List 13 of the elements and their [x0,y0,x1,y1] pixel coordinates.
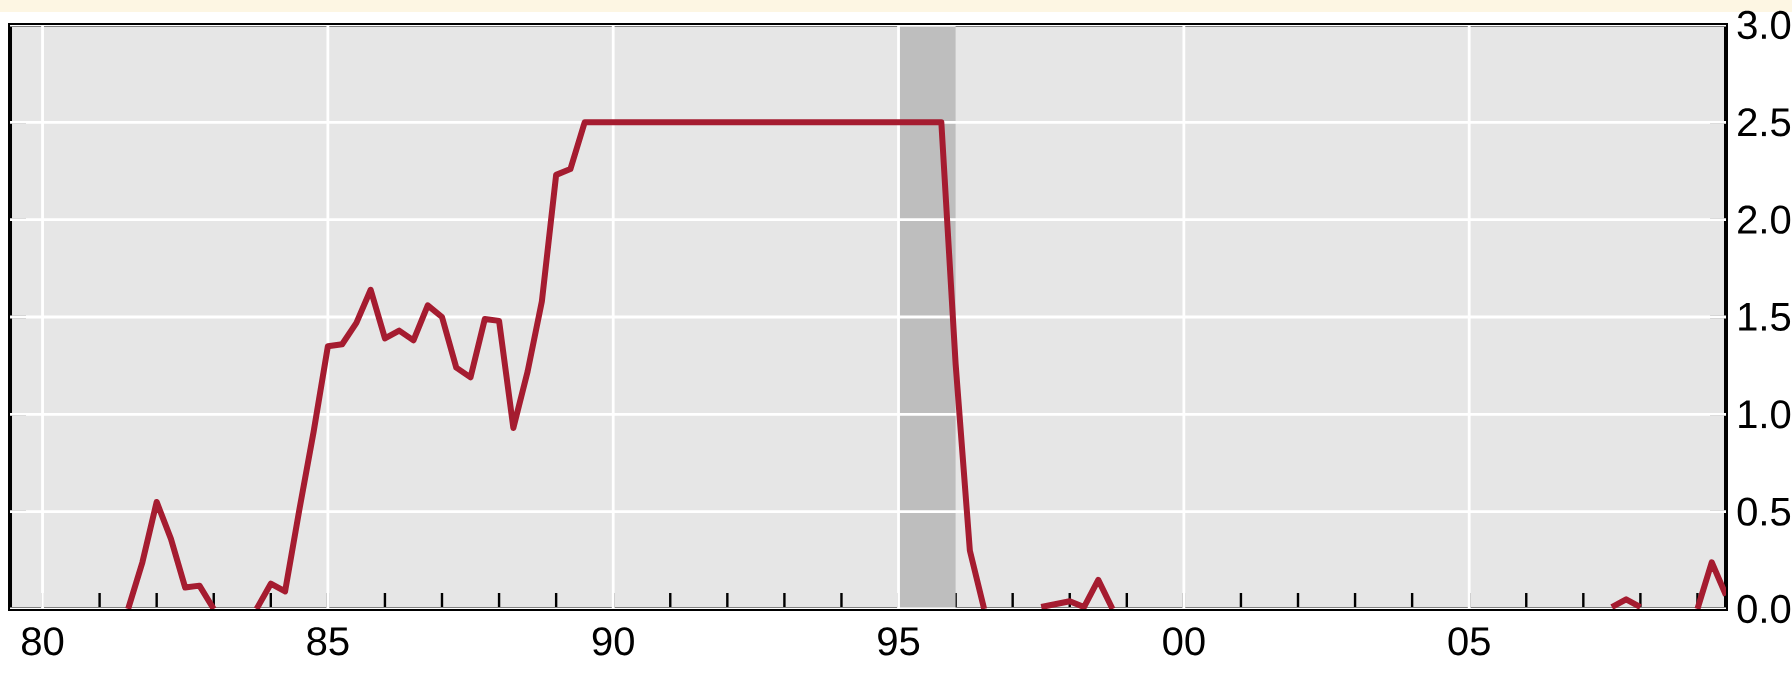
y-tick-label: 1.5 [1739,303,1791,331]
x-tick-label: 00 [1163,627,1205,656]
x-tick-label: 95 [878,627,920,656]
x-tick-label: 80 [22,627,64,656]
y-tick-label: 2.0 [1738,205,1791,234]
y-tick-label: 1.0 [1739,400,1791,429]
x-tick-label: 90 [592,627,634,656]
y-tick-label: 2.5 [1738,108,1791,137]
x-tick-label: 85 [307,627,349,656]
y-tick-label: 0.5 [1737,497,1791,526]
y-tick-label: 3.0 [1737,10,1791,40]
y-tick-label: 0.0 [1737,594,1791,624]
x-tick-label: 05 [1448,627,1490,656]
